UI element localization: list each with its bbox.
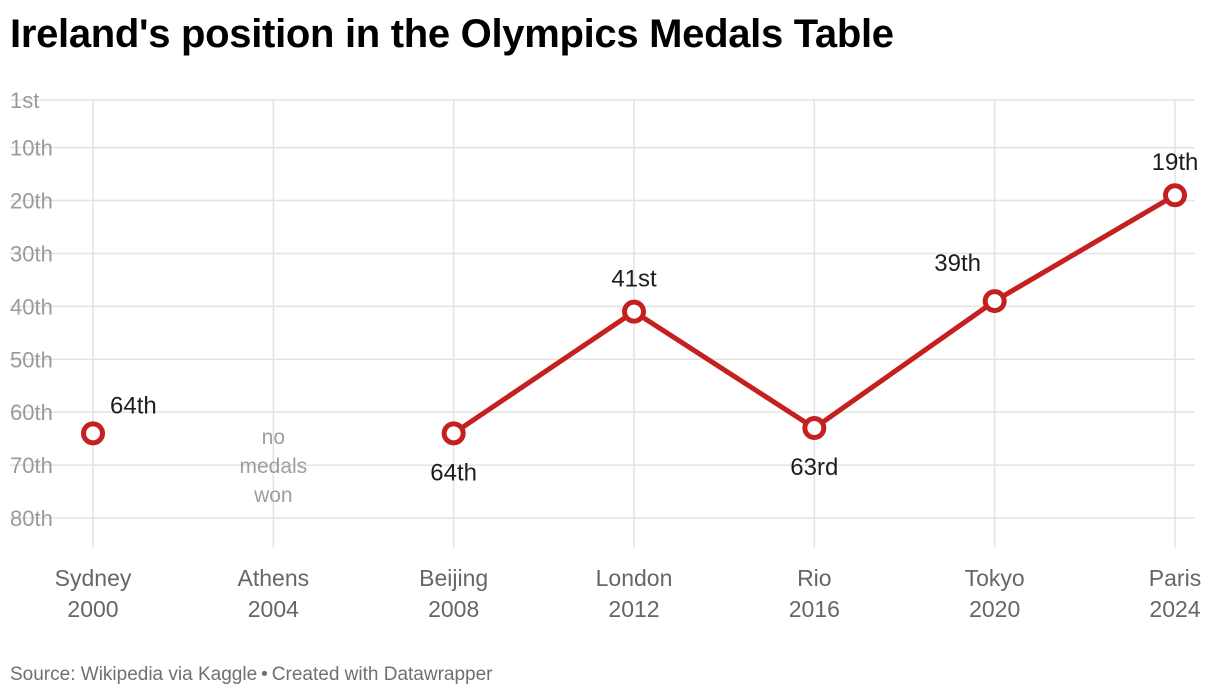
data-point (982, 289, 1007, 314)
data-point (1163, 183, 1187, 208)
footer-separator: • (261, 664, 268, 685)
gridlines (10, 99, 1195, 548)
data-label: 64th (430, 459, 477, 486)
y-tick-label: 10th (10, 136, 53, 161)
credit-note: Created with Datawrapper (271, 664, 493, 685)
x-tick-label-city: Paris (1149, 565, 1201, 591)
x-tick-label-city: Rio (797, 565, 832, 591)
y-tick-label: 20th (10, 189, 53, 214)
source-note: Source: Wikipedia via Kaggle (10, 664, 258, 685)
data-point (802, 416, 827, 441)
chart-footer: Source: Wikipedia via Kaggle • Created wit… (10, 664, 493, 686)
x-tick-label-year: 2020 (969, 596, 1020, 622)
y-tick-label: 1st (10, 88, 39, 113)
y-tick-label: 70th (10, 453, 53, 478)
x-tick-label-year: 2024 (1149, 596, 1200, 622)
data-point (622, 299, 646, 324)
data-point (81, 421, 105, 446)
y-tick-label: 80th (10, 506, 53, 531)
line-chart: 1st 10th 20th 30th 40th 50th 60th 70th 80th Sydne… (10, 88, 1201, 622)
data-label: 64th (110, 392, 157, 419)
y-tick-label: 40th (10, 294, 53, 319)
data-label: 19th (1152, 149, 1199, 176)
data-point (441, 421, 466, 446)
x-tick-label-year: 2000 (67, 596, 118, 622)
data-series (81, 183, 1187, 446)
x-tick-label-city: Athens (238, 565, 310, 591)
chart-title: Ireland's position in the Olympics Medal… (10, 12, 894, 56)
y-tick-label: 50th (10, 347, 53, 372)
x-tick-label-year: 2004 (248, 596, 299, 622)
data-label: 39th (934, 250, 981, 277)
axes: 1st 10th 20th 30th 40th 50th 60th 70th 80th Sydne… (10, 88, 1201, 622)
annotation-line: no (262, 426, 285, 449)
data-label: 63rd (790, 454, 838, 481)
x-tick-label-year: 2012 (608, 596, 659, 622)
y-tick-label: 60th (10, 400, 53, 425)
no-medals-annotation: no medals won (239, 426, 307, 507)
x-tick-label-city: Tokyo (965, 565, 1025, 591)
data-label: 41st (611, 266, 657, 293)
y-tick-label: 30th (10, 241, 53, 266)
data-labels: 64th 64th 41st 63rd 39th 19th no medals won (110, 149, 1198, 507)
x-tick-label-city: Sydney (55, 565, 132, 591)
annotation-line: medals (239, 455, 307, 478)
x-tick-label-year: 2016 (789, 596, 840, 622)
x-tick-label-year: 2008 (428, 596, 479, 622)
x-tick-label-city: Beijing (419, 565, 488, 591)
x-tick-label-city: London (596, 565, 673, 591)
annotation-line: won (253, 484, 293, 507)
